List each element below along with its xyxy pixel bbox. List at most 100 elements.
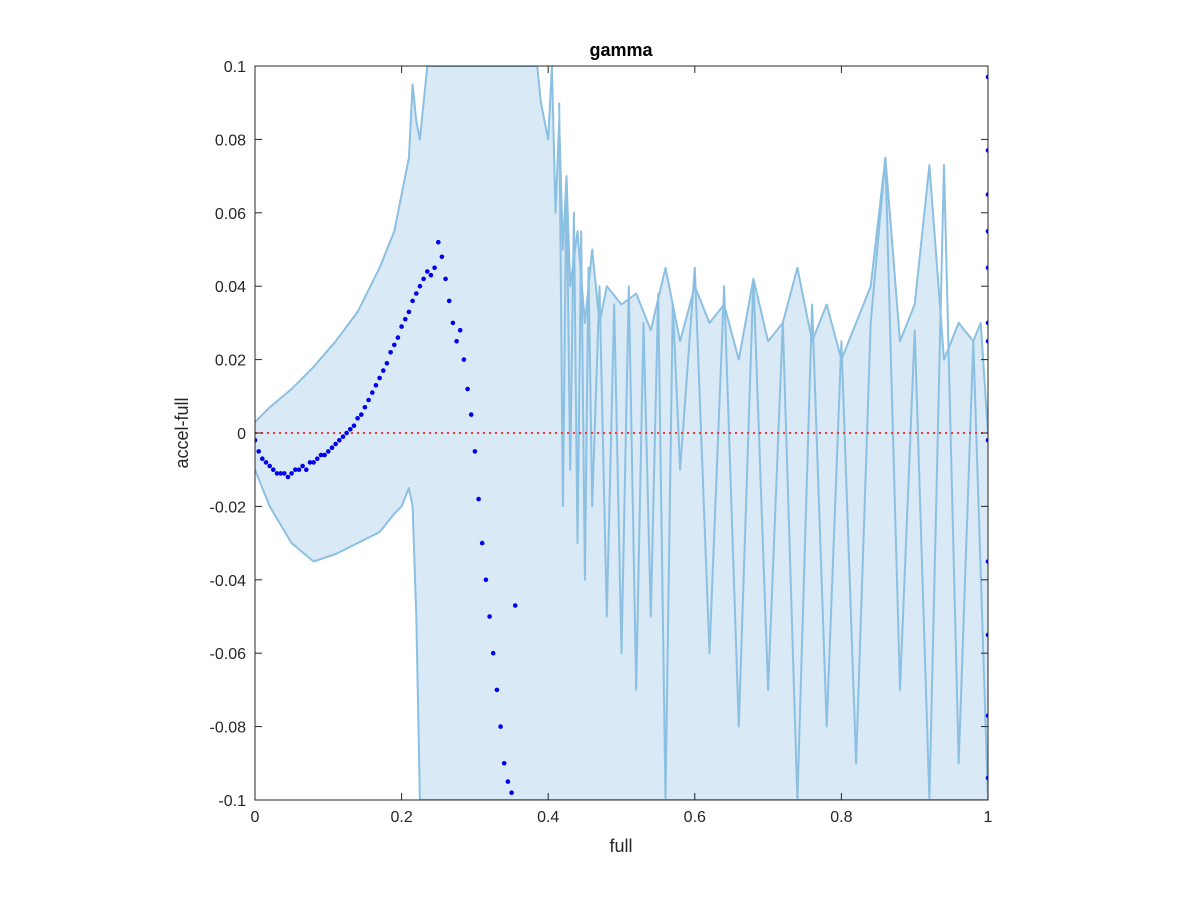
data-point	[289, 471, 294, 476]
data-point	[439, 254, 445, 260]
data-point	[384, 361, 390, 366]
data-point	[501, 761, 507, 766]
data-point	[421, 276, 426, 282]
data-point	[395, 335, 401, 340]
data-point	[351, 423, 357, 429]
data-point	[509, 790, 514, 795]
band-lower-line	[255, 469, 988, 800]
x-tick-label: 0.4	[537, 809, 559, 826]
data-point	[450, 320, 456, 326]
data-point	[344, 430, 349, 436]
data-point	[329, 445, 335, 451]
data-point	[278, 471, 284, 476]
data-point	[260, 456, 265, 462]
y-tick-label: 0.04	[215, 279, 246, 296]
data-point	[366, 397, 371, 403]
y-tick-label: -0.08	[210, 720, 247, 737]
data-point	[304, 467, 309, 473]
data-point	[296, 467, 302, 473]
y-tick-label: -0.04	[210, 573, 247, 590]
data-point	[498, 724, 503, 729]
data-point	[425, 269, 430, 274]
data-point	[443, 276, 448, 282]
data-point	[428, 272, 434, 278]
data-point	[446, 298, 452, 304]
axes-layer: 0 0.2 0.4 0.6 0.8 1 -0.1 -0.08 -0.06 -0.04 -0.02 0 0…	[210, 59, 993, 826]
data-point	[388, 350, 393, 355]
data-point	[326, 449, 331, 454]
data-point	[315, 456, 320, 462]
data-point	[461, 357, 467, 362]
data-point	[373, 383, 379, 388]
data-point	[436, 239, 441, 245]
data-point	[985, 320, 988, 326]
data-point	[985, 265, 988, 271]
y-tick-label: 0.06	[215, 206, 246, 223]
y-axis-label: accel-full	[172, 397, 192, 468]
y-tick-label: -0.02	[210, 499, 247, 516]
data-point	[476, 496, 481, 502]
data-point	[454, 339, 459, 344]
x-tick-label: 1	[984, 809, 993, 826]
data-point	[512, 603, 518, 608]
data-point	[472, 449, 478, 454]
data-point	[381, 368, 386, 373]
data-point	[377, 375, 382, 381]
data-point	[483, 577, 489, 583]
data-point	[300, 463, 305, 469]
data-point	[263, 460, 269, 465]
band-noise-line	[558, 102, 988, 800]
data-point	[403, 316, 408, 322]
data-point	[271, 467, 276, 473]
data-point	[985, 438, 988, 443]
band-upper-line	[255, 66, 988, 434]
data-point	[985, 74, 988, 80]
data-point	[432, 265, 437, 271]
data-point	[311, 460, 316, 465]
data-point	[406, 309, 412, 315]
data-point	[293, 467, 298, 473]
data-point	[985, 192, 988, 197]
data-point	[468, 412, 474, 417]
data-point	[285, 474, 291, 480]
y-tick-label: 0	[237, 426, 246, 443]
data-point	[399, 324, 404, 329]
data-point	[414, 291, 419, 296]
data-point	[355, 416, 360, 421]
data-point	[340, 434, 346, 440]
data-point	[333, 441, 338, 447]
x-tick-label: 0.2	[390, 809, 412, 826]
data-point	[255, 438, 258, 443]
data-point	[985, 228, 988, 234]
x-axis-label: full	[609, 836, 632, 856]
data-point	[985, 339, 988, 344]
data-point	[322, 452, 327, 458]
data-point	[348, 427, 353, 432]
data-point	[490, 650, 496, 656]
data-point	[274, 471, 280, 476]
points-layer	[255, 74, 988, 795]
data-point	[985, 148, 988, 153]
data-point	[479, 540, 485, 546]
data-point	[487, 614, 492, 619]
data-point	[985, 775, 988, 781]
x-tick-label: 0	[251, 809, 260, 826]
y-tick-label: 0.1	[224, 59, 246, 76]
y-tick-label: -0.1	[218, 793, 246, 810]
data-point	[410, 298, 415, 304]
data-point	[362, 405, 368, 410]
data-point	[457, 327, 463, 333]
data-point	[985, 559, 988, 564]
data-point	[256, 449, 262, 454]
y-tick-label: -0.06	[210, 646, 247, 663]
data-point	[985, 713, 988, 718]
data-point	[282, 471, 287, 476]
y-tick-label: 0.08	[215, 132, 246, 149]
data-point	[985, 632, 988, 638]
data-point	[307, 460, 313, 465]
data-point	[359, 412, 364, 417]
data-point	[318, 452, 324, 458]
y-tick-label: 0.02	[215, 353, 246, 370]
data-point	[494, 687, 500, 693]
